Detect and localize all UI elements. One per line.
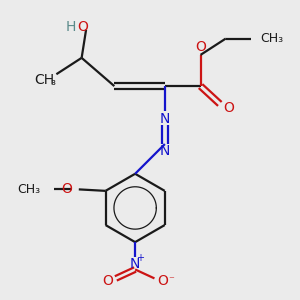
Text: ⁻: ⁻ xyxy=(168,275,174,285)
Text: O: O xyxy=(61,182,72,197)
Text: +: + xyxy=(136,254,145,263)
Text: CH₃: CH₃ xyxy=(261,32,284,45)
Text: N: N xyxy=(160,112,170,126)
Text: O: O xyxy=(78,20,88,34)
Text: N: N xyxy=(130,256,140,271)
Text: N: N xyxy=(160,145,170,158)
Text: CH: CH xyxy=(34,73,55,87)
Text: O: O xyxy=(223,101,234,116)
Text: O: O xyxy=(157,274,168,288)
Text: O: O xyxy=(195,40,206,55)
Text: H: H xyxy=(66,20,76,34)
Text: O: O xyxy=(102,274,113,288)
Text: CH₃: CH₃ xyxy=(17,183,40,196)
Text: ₃: ₃ xyxy=(50,75,55,88)
